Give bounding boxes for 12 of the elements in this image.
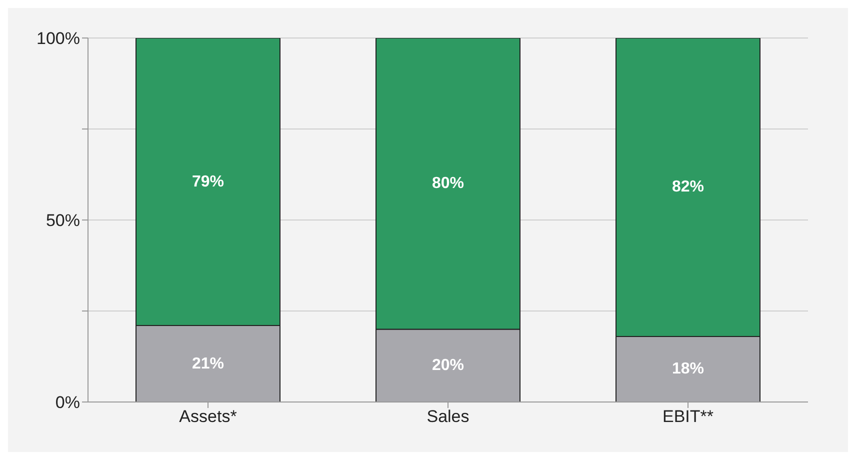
data-label: 82%: [672, 178, 704, 196]
y-tick-label: 0%: [55, 393, 80, 412]
data-label: 18%: [672, 360, 704, 378]
data-label: 21%: [192, 355, 224, 372]
x-tick-label: Assets*: [179, 407, 238, 426]
data-label: 80%: [432, 175, 464, 192]
x-tick-label: Sales: [426, 407, 470, 426]
y-tick-label: 50%: [46, 211, 80, 230]
x-tick-label: EBIT**: [662, 407, 714, 426]
y-tick-label: 100%: [36, 29, 80, 48]
data-label: 79%: [192, 173, 224, 190]
data-label: 20%: [432, 357, 464, 374]
